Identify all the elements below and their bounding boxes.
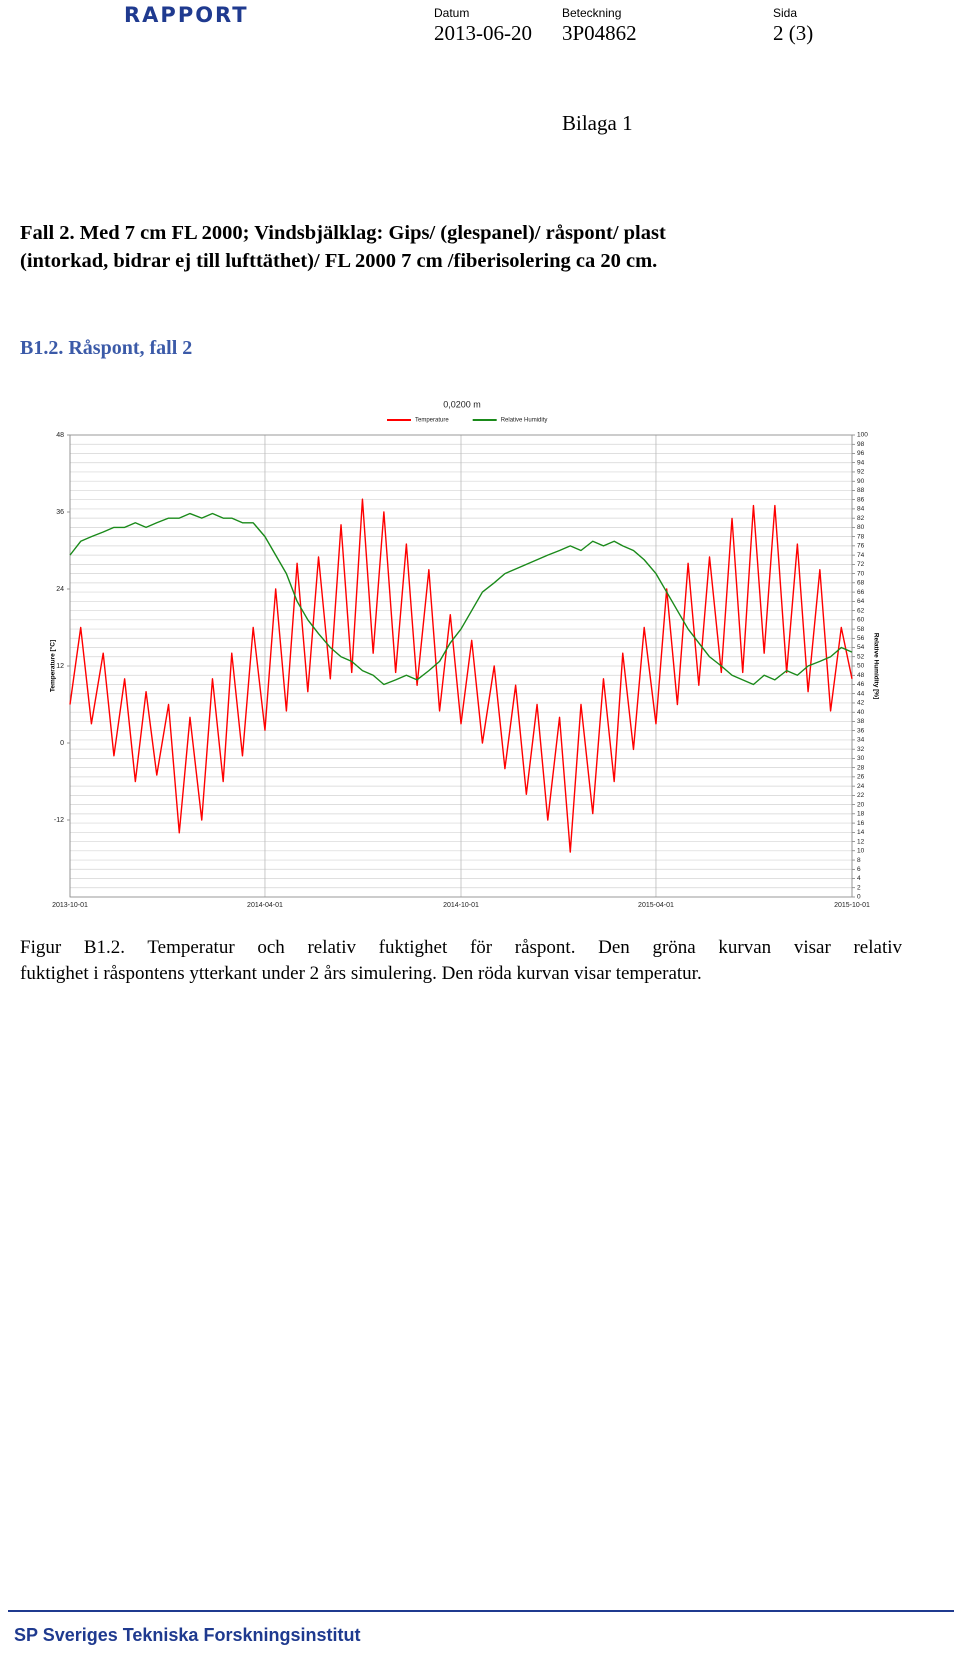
subheading: B1.2. Råspont, fall 2 xyxy=(20,337,193,359)
y-tick-label: 12 xyxy=(56,663,64,670)
y2-tick-label: 68 xyxy=(857,580,865,587)
y2-tick-label: 58 xyxy=(857,626,865,633)
y-tick-label: 24 xyxy=(56,586,64,593)
logo: RAPPORT xyxy=(124,3,249,27)
y-tick-label: 0 xyxy=(60,740,64,747)
legend-label: Relative Humidity xyxy=(501,418,548,424)
y2-tick-label: 4 xyxy=(857,875,861,882)
field-value: 2013-06-20 xyxy=(434,21,532,45)
y2-tick-label: 72 xyxy=(857,561,865,568)
y2-tick-label: 80 xyxy=(857,524,865,531)
y2-tick-label: 2 xyxy=(857,884,861,891)
y2-tick-label: 16 xyxy=(857,820,865,827)
y2-tick-label: 82 xyxy=(857,515,865,522)
y2-tick-label: 90 xyxy=(857,478,865,485)
y2-tick-label: 12 xyxy=(857,838,865,845)
field-value: 3P04862 xyxy=(562,21,637,45)
y2-tick-label: 62 xyxy=(857,607,865,614)
footer-rule xyxy=(8,1610,954,1612)
legend-label: Temperature xyxy=(415,418,449,424)
field-value: 2 (3) xyxy=(773,21,814,45)
y2-tick-label: 94 xyxy=(857,459,865,466)
y2-tick-label: 86 xyxy=(857,496,865,503)
y2-tick-label: 78 xyxy=(857,533,865,540)
x-tick-label: 2013-10-01 xyxy=(52,902,88,909)
field-label: Datum xyxy=(434,6,470,20)
y2-tick-label: 20 xyxy=(857,801,865,808)
caption-line: Figur B1.2. Temperatur och relativ fukti… xyxy=(20,937,902,958)
appendix: Bilaga 1 xyxy=(562,111,633,135)
y2-tick-label: 42 xyxy=(857,700,865,707)
y2-tick-label: 98 xyxy=(857,441,865,448)
y2-tick-label: 14 xyxy=(857,829,865,836)
y2-tick-label: 76 xyxy=(857,543,865,550)
y2-tick-label: 0 xyxy=(857,894,861,901)
y2-tick-label: 26 xyxy=(857,774,865,781)
y2-tick-label: 96 xyxy=(857,450,865,457)
y2-tick-label: 10 xyxy=(857,848,865,855)
y2-tick-label: 74 xyxy=(857,552,865,559)
x-tick-label: 2015-04-01 xyxy=(638,902,674,909)
y2-tick-label: 28 xyxy=(857,764,865,771)
x-tick-label: 2014-04-01 xyxy=(247,902,283,909)
y2-axis-label: Relative Humidity [%] xyxy=(872,633,879,699)
plot-frame xyxy=(69,434,853,898)
footer: SP Sveriges Tekniska Forskningsinstitut xyxy=(14,1625,361,1645)
y2-tick-label: 8 xyxy=(857,857,861,864)
heading-line: (intorkad, bidrar ej till lufttäthet)/ F… xyxy=(20,250,658,272)
x-tick-label: 2015-10-01 xyxy=(834,902,870,909)
y2-tick-label: 38 xyxy=(857,718,865,725)
y2-tick-label: 44 xyxy=(857,690,865,697)
y2-tick-label: 36 xyxy=(857,727,865,734)
y2-tick-label: 92 xyxy=(857,469,865,476)
y2-tick-label: 34 xyxy=(857,737,865,744)
y2-tick-label: 22 xyxy=(857,792,865,799)
y2-tick-label: 18 xyxy=(857,811,865,818)
y2-tick-label: 70 xyxy=(857,570,865,577)
y2-tick-label: 46 xyxy=(857,681,865,688)
chart-title: 0,0200 m xyxy=(443,399,481,409)
y2-tick-label: 66 xyxy=(857,589,865,596)
chart: 0246810121416182022242628303234363840424… xyxy=(49,399,880,909)
y2-tick-label: 50 xyxy=(857,663,865,670)
y2-tick-label: 32 xyxy=(857,746,865,753)
y2-tick-label: 48 xyxy=(857,672,865,679)
y2-tick-label: 88 xyxy=(857,487,865,494)
y2-tick-label: 40 xyxy=(857,709,865,716)
y2-tick-label: 30 xyxy=(857,755,865,762)
y-tick-label: 36 xyxy=(56,509,64,516)
y-axis-label: Temperature [°C] xyxy=(49,640,57,692)
y2-tick-label: 100 xyxy=(857,432,868,439)
y2-tick-label: 56 xyxy=(857,635,865,642)
y2-tick-label: 6 xyxy=(857,866,861,873)
y2-tick-label: 52 xyxy=(857,653,865,660)
x-tick-label: 2014-10-01 xyxy=(443,902,479,909)
field-label: Beteckning xyxy=(562,6,622,20)
heading: Fall 2. Med 7 cm FL 2000; Vindsbjälklag:… xyxy=(20,219,666,275)
caption-line: fuktighet i råspontens ytterkant under 2… xyxy=(20,963,702,984)
y2-tick-label: 60 xyxy=(857,617,865,624)
y2-tick-label: 24 xyxy=(857,783,865,790)
series-line xyxy=(69,498,853,853)
y2-tick-label: 64 xyxy=(857,598,865,605)
field-label: Sida xyxy=(773,6,798,20)
caption: Figur B1.2. Temperatur och relativ fukti… xyxy=(20,935,902,987)
series-line xyxy=(69,512,853,686)
y2-tick-label: 84 xyxy=(857,506,865,513)
y-tick-label: -12 xyxy=(54,817,64,824)
y2-tick-label: 54 xyxy=(857,644,865,651)
y-tick-label: 48 xyxy=(56,432,64,439)
heading-line: Fall 2. Med 7 cm FL 2000; Vindsbjälklag:… xyxy=(20,222,666,244)
